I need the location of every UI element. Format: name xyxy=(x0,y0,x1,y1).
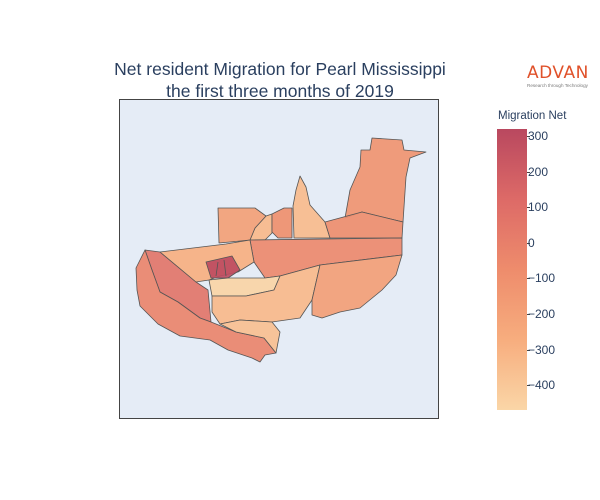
colorbar-tick-label: −400 xyxy=(528,378,556,392)
advan-logo: ADVAN Research through Technology xyxy=(527,64,597,88)
region-south-east-large[interactable] xyxy=(311,254,403,319)
region-north-east-strip[interactable] xyxy=(344,137,427,223)
logo-tagline: Research through Technology xyxy=(527,83,588,88)
region-center-north-small-b[interactable] xyxy=(271,207,293,239)
colorbar-tick-label: −300 xyxy=(528,343,556,357)
map-plot-area[interactable] xyxy=(119,99,439,419)
region-central-cluster[interactable] xyxy=(205,255,241,279)
colorbar-tick-mark xyxy=(527,385,530,386)
colorbar-tick-label: −200 xyxy=(528,307,556,321)
region-south-center-small[interactable] xyxy=(219,319,281,354)
colorbar-tick-label: −100 xyxy=(528,271,556,285)
colorbar-gradient xyxy=(497,129,527,410)
choropleth-svg xyxy=(135,137,427,363)
colorbar-tick-mark xyxy=(527,136,530,137)
colorbar-tick-label: 300 xyxy=(528,129,549,143)
colorbar-tick-mark xyxy=(527,350,530,351)
region-east-middle-block[interactable] xyxy=(324,211,404,239)
colorbar-title: Migration Net xyxy=(498,110,567,122)
region-inner-border xyxy=(215,261,219,277)
chart-title: Net resident Migration for Pearl Mississ… xyxy=(60,58,500,102)
logo-wordmark: ADVAN xyxy=(527,63,589,83)
colorbar-tick-mark xyxy=(527,278,530,279)
colorbar-tick-label: 100 xyxy=(528,200,549,214)
colorbar-tick-mark xyxy=(527,314,530,315)
colorbar-tick-label: 0 xyxy=(528,236,535,250)
title-line-1: Net resident Migration for Pearl Mississ… xyxy=(114,59,446,79)
region-north-center-spike[interactable] xyxy=(292,175,331,239)
region-south-west-large[interactable] xyxy=(135,249,277,363)
colorbar-tick-mark xyxy=(527,172,530,173)
colorbar-tick-label: 200 xyxy=(528,165,549,179)
title-line-2: the first three months of 2019 xyxy=(166,81,394,101)
colorbar-tick-mark xyxy=(527,243,530,244)
region-north-west-block[interactable] xyxy=(217,207,267,244)
colorbar-tick-mark xyxy=(527,207,530,208)
region-inner-border xyxy=(223,259,227,277)
